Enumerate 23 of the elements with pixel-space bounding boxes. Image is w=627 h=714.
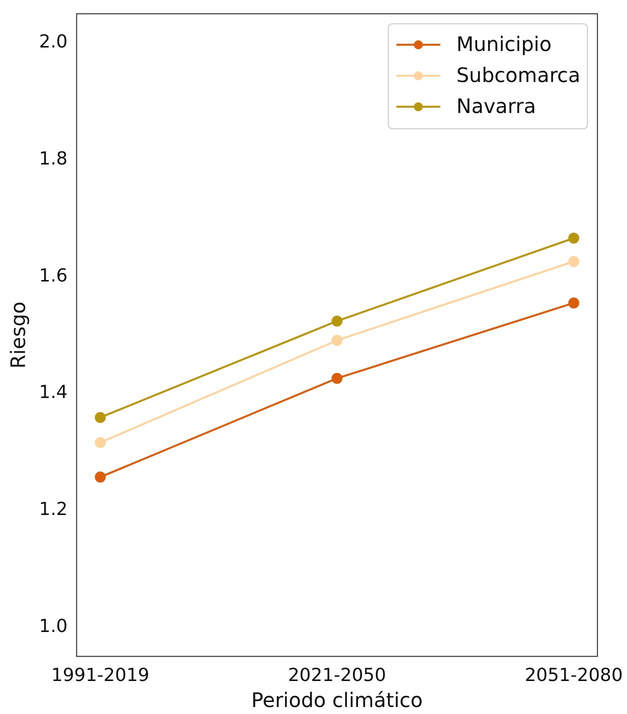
point [94, 437, 106, 448]
point [332, 334, 343, 346]
x-axis-title: Periodo climático [251, 688, 423, 712]
y-axis-title: Riesgo [6, 302, 30, 369]
point [94, 412, 106, 423]
point [332, 372, 343, 384]
y-tick-label: 1.4 [38, 382, 68, 404]
legend-label: Navarra [456, 94, 536, 118]
y-tick-label: 1.8 [38, 148, 68, 170]
point [94, 472, 106, 483]
x-tick-label: 2051-2080 [524, 664, 623, 686]
y-tick-label: 2.0 [38, 32, 68, 53]
point [568, 232, 580, 244]
legend-label: Municipio [456, 32, 552, 56]
y-tick-label: 1.2 [38, 499, 68, 520]
y-tick-label: 1.6 [38, 265, 68, 286]
x-tick-label: 1991-2019 [51, 664, 150, 686]
point [568, 256, 580, 267]
legend-label: Subcomarca [456, 63, 580, 88]
point [332, 316, 343, 327]
point [568, 297, 580, 308]
x-tick-label: 2021-2050 [288, 664, 386, 686]
y-tick-label: 1.0 [38, 616, 68, 637]
